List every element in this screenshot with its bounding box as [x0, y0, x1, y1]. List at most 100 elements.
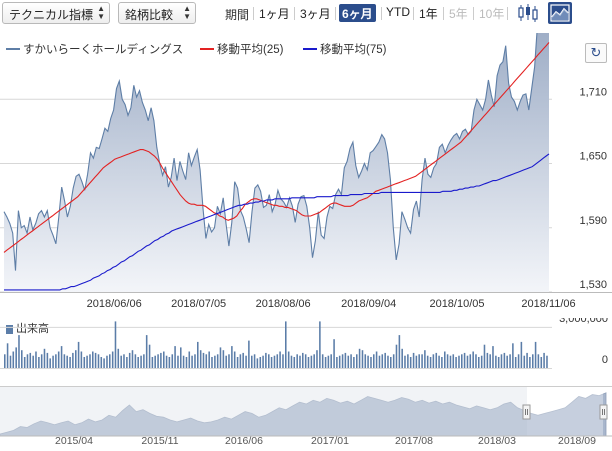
volume-bar [205, 354, 208, 368]
navigator-left-handle[interactable] [522, 404, 531, 420]
reset-zoom-button[interactable]: ↻ [585, 43, 607, 63]
volume-bar [131, 350, 134, 368]
volume-bar [103, 358, 105, 368]
volume-bar [66, 355, 68, 368]
volume-legend-label: 出来高 [16, 323, 49, 335]
volume-bar [483, 344, 486, 368]
volume-bar [435, 352, 438, 368]
volume-bar [199, 350, 202, 368]
volume-bar [449, 355, 452, 368]
volume-bar [333, 339, 335, 368]
volume-bar [370, 357, 372, 368]
volume-bar [276, 354, 279, 368]
volume-bar [415, 355, 418, 368]
period-button-1m[interactable]: 1ヶ月 [259, 7, 290, 21]
volume-bar [86, 355, 88, 368]
navigator-right-handle[interactable] [599, 404, 608, 420]
volume-bar [509, 354, 511, 368]
compare-stock-select[interactable]: 銘柄比較 ▲ ▼ [118, 2, 196, 24]
volume-bar [137, 357, 139, 368]
divider [253, 7, 254, 20]
legend-ma25[interactable]: 移動平均(25) [200, 41, 283, 57]
volume-bar [361, 350, 364, 368]
volume-bar [381, 354, 384, 368]
chart-toolbar: テクニカル指標 ▲ ▼ 銘柄比較 ▲ ▼ 期間 1ヶ月 3ヶ月 6ヶ月 YTD 1年… [0, 0, 612, 28]
legend-price-label: すかいらーくホールディングス [23, 44, 184, 56]
volume-bar [177, 355, 179, 368]
volume-bar [401, 348, 403, 368]
volume-bar [92, 351, 94, 368]
navigator-selected-range[interactable] [527, 387, 603, 436]
volume-bar [242, 352, 244, 368]
legend-ma75[interactable]: 移動平均(75) [303, 41, 386, 57]
volume-bar [390, 357, 392, 368]
candlestick-icon[interactable] [516, 2, 540, 24]
volume-bar [259, 357, 262, 368]
volume-bar [478, 357, 480, 368]
period-button-6m[interactable]: 6ヶ月 [339, 4, 376, 22]
navigator-chart[interactable]: 2015/04 2015/11 2016/06 2017/01 2017/08 2018/… [0, 386, 612, 451]
technical-indicator-select[interactable]: テクニカル指標 ▲ ▼ [2, 2, 110, 24]
period-button-ytd[interactable]: YTD [386, 5, 410, 19]
volume-bar [21, 350, 23, 368]
volume-bar [307, 357, 310, 368]
volume-bar [432, 354, 435, 368]
volume-bar [256, 358, 259, 368]
volume-bar [52, 355, 54, 368]
ma25-series-line [3, 42, 550, 253]
divider [335, 7, 336, 20]
volume-bar [75, 350, 77, 368]
legend-ma75-label: 移動平均(75) [320, 44, 387, 56]
volume-bar [438, 355, 440, 368]
volume-bar [466, 355, 469, 368]
price-chart[interactable]: 1,710 1,650 1,590 1,530 2018/06/06 2018/07/0… [0, 33, 612, 313]
volume-y-axis: 3,000,000 0 [559, 318, 608, 366]
price-x-axis: 2018/06/06 2018/07/05 2018/08/06 2018/09/04… [87, 298, 576, 310]
volume-bar [353, 357, 355, 368]
volume-bar [472, 351, 474, 368]
volume-bar [452, 354, 455, 368]
volume-y-tick-label: 3,000,000 [559, 318, 608, 325]
volume-bar [185, 357, 188, 368]
volume-bar [282, 354, 284, 368]
volume-bar [145, 335, 148, 368]
volume-bar [336, 357, 338, 368]
volume-bar [517, 354, 520, 368]
volume-bar [446, 354, 449, 368]
volume-bar [63, 354, 66, 368]
volume-chart[interactable]: 3,000,000 0 [0, 318, 612, 374]
volume-bar [296, 354, 298, 368]
volume-legend[interactable]: 出来高 [6, 320, 49, 336]
volume-bar [191, 355, 193, 368]
volume-bar [429, 357, 432, 368]
period-button-3m[interactable]: 3ヶ月 [300, 7, 331, 21]
volume-bar [40, 354, 43, 368]
volume-bar [503, 352, 506, 368]
volume-bar [248, 340, 250, 368]
volume-bar [492, 346, 494, 368]
volume-bar [160, 352, 162, 368]
volume-bar [469, 354, 472, 368]
legend-swatch [303, 47, 317, 50]
volume-bar [211, 357, 213, 368]
volume-bar [214, 355, 216, 368]
volume-bar [109, 354, 111, 368]
volume-bar [117, 348, 120, 368]
volume-bar [313, 354, 315, 368]
refresh-icon: ↻ [590, 45, 602, 60]
volume-bar [463, 352, 466, 368]
volume-bar [60, 346, 63, 368]
volume-bar [265, 352, 267, 368]
volume-bar [409, 357, 412, 368]
volume-bar [188, 351, 191, 368]
volume-bar [330, 354, 332, 368]
volume-bar [324, 357, 327, 368]
divider [443, 7, 444, 20]
period-button-1y[interactable]: 1年 [419, 7, 438, 21]
volume-bar [253, 354, 256, 368]
volume-bar [208, 351, 210, 368]
legend-price[interactable]: すかいらーくホールディングス [6, 41, 183, 57]
volume-bar [512, 343, 514, 368]
volume-bar [100, 357, 103, 368]
area-chart-icon[interactable] [548, 2, 572, 24]
